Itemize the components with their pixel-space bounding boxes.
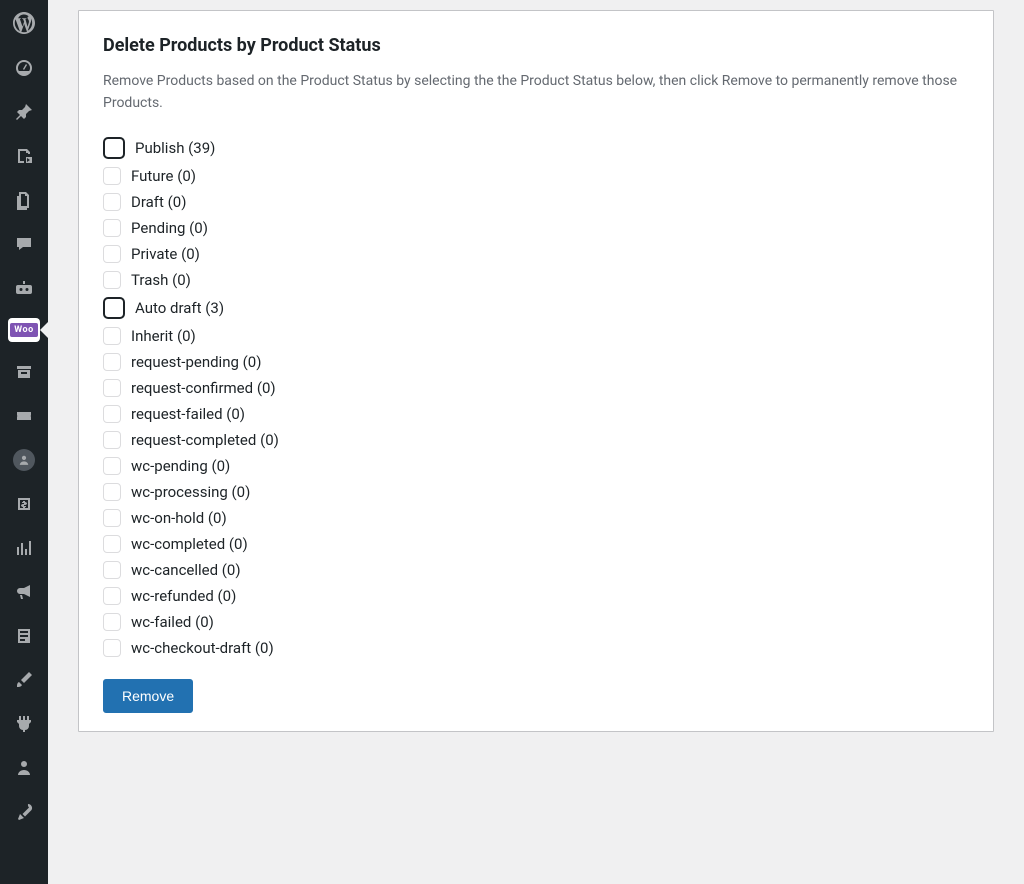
analytics-icon[interactable] — [0, 526, 48, 570]
status-label[interactable]: wc-processing (0) — [131, 483, 250, 501]
status-checkbox[interactable] — [103, 379, 121, 397]
status-item: wc-cancelled (0) — [103, 557, 969, 583]
comments-icon[interactable] — [0, 222, 48, 266]
status-checkbox[interactable] — [103, 509, 121, 527]
status-label[interactable]: Inherit (0) — [131, 327, 196, 345]
status-item: Draft (0) — [103, 189, 969, 215]
status-item: Pending (0) — [103, 215, 969, 241]
status-label[interactable]: request-pending (0) — [131, 353, 261, 371]
avatar-icon — [13, 449, 35, 471]
status-item: wc-completed (0) — [103, 531, 969, 557]
delete-products-panel: Delete Products by Product Status Remove… — [78, 10, 994, 732]
status-label[interactable]: Private (0) — [131, 245, 200, 263]
woo-badge: Woo — [10, 323, 37, 337]
status-item: request-completed (0) — [103, 427, 969, 453]
panel-description: Remove Products based on the Product Sta… — [103, 70, 969, 115]
wordpress-logo-icon[interactable] — [0, 0, 48, 46]
status-label[interactable]: wc-cancelled (0) — [131, 561, 241, 579]
status-item: request-failed (0) — [103, 401, 969, 427]
status-item: request-confirmed (0) — [103, 375, 969, 401]
plug-icon[interactable] — [0, 702, 48, 746]
status-item: Private (0) — [103, 241, 969, 267]
status-label[interactable]: Pending (0) — [131, 219, 208, 237]
panel-title: Delete Products by Product Status — [103, 35, 969, 56]
status-checkbox[interactable] — [103, 327, 121, 345]
archive-icon[interactable] — [0, 350, 48, 394]
status-item: wc-pending (0) — [103, 453, 969, 479]
remove-button[interactable]: Remove — [103, 679, 193, 713]
status-checkbox[interactable] — [103, 245, 121, 263]
status-item: wc-checkout-draft (0) — [103, 635, 969, 661]
status-checkbox[interactable] — [103, 193, 121, 211]
status-checkbox[interactable] — [103, 457, 121, 475]
user-icon[interactable] — [0, 746, 48, 790]
status-item: request-pending (0) — [103, 349, 969, 375]
admin-sidebar: Woo — [0, 0, 48, 884]
status-checkbox[interactable] — [103, 613, 121, 631]
status-label[interactable]: wc-pending (0) — [131, 457, 230, 475]
status-checkbox[interactable] — [103, 271, 121, 289]
status-item: Publish (39) — [103, 133, 969, 163]
status-label[interactable]: wc-checkout-draft (0) — [131, 639, 274, 657]
status-label[interactable]: request-failed (0) — [131, 405, 245, 423]
status-item: wc-failed (0) — [103, 609, 969, 635]
status-item: wc-refunded (0) — [103, 583, 969, 609]
woocommerce-menu-item[interactable]: Woo — [8, 318, 40, 342]
status-list: Publish (39) Future (0) Draft (0) Pending (… — [103, 133, 969, 661]
status-label[interactable]: request-confirmed (0) — [131, 379, 276, 397]
status-checkbox[interactable] — [103, 219, 121, 237]
brush-icon[interactable] — [0, 658, 48, 702]
robot-icon[interactable] — [0, 266, 48, 310]
status-label[interactable]: request-completed (0) — [131, 431, 279, 449]
status-checkbox[interactable] — [103, 587, 121, 605]
status-label[interactable]: wc-completed (0) — [131, 535, 248, 553]
pin-icon[interactable] — [0, 90, 48, 134]
status-checkbox[interactable] — [103, 297, 125, 319]
megaphone-icon[interactable] — [0, 570, 48, 614]
avatar-menu-item[interactable] — [0, 438, 48, 482]
form-icon[interactable] — [0, 614, 48, 658]
status-label[interactable]: Publish (39) — [135, 139, 215, 157]
status-checkbox[interactable] — [103, 353, 121, 371]
status-checkbox[interactable] — [103, 137, 125, 159]
status-checkbox[interactable] — [103, 561, 121, 579]
ticket-icon[interactable] — [0, 394, 48, 438]
status-label[interactable]: Future (0) — [131, 167, 196, 185]
status-label[interactable]: wc-on-hold (0) — [131, 509, 227, 527]
status-item: Future (0) — [103, 163, 969, 189]
status-item: Inherit (0) — [103, 323, 969, 349]
status-label[interactable]: wc-failed (0) — [131, 613, 214, 631]
money-icon[interactable] — [0, 482, 48, 526]
status-label[interactable]: Draft (0) — [131, 193, 186, 211]
status-checkbox[interactable] — [103, 483, 121, 501]
status-checkbox[interactable] — [103, 405, 121, 423]
content-area: Delete Products by Product Status Remove… — [48, 0, 1024, 762]
status-item: Auto draft (3) — [103, 293, 969, 323]
status-item: wc-processing (0) — [103, 479, 969, 505]
status-label[interactable]: Auto draft (3) — [135, 299, 224, 317]
dashboard-icon[interactable] — [0, 46, 48, 90]
status-checkbox[interactable] — [103, 431, 121, 449]
status-item: wc-on-hold (0) — [103, 505, 969, 531]
status-checkbox[interactable] — [103, 639, 121, 657]
status-item: Trash (0) — [103, 267, 969, 293]
status-checkbox[interactable] — [103, 167, 121, 185]
status-label[interactable]: Trash (0) — [131, 271, 191, 289]
status-checkbox[interactable] — [103, 535, 121, 553]
status-label[interactable]: wc-refunded (0) — [131, 587, 236, 605]
pages-icon[interactable] — [0, 178, 48, 222]
media-icon[interactable] — [0, 134, 48, 178]
wrench-icon[interactable] — [0, 790, 48, 834]
